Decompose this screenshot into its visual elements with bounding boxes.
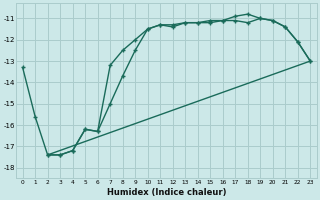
X-axis label: Humidex (Indice chaleur): Humidex (Indice chaleur) [107,188,226,197]
